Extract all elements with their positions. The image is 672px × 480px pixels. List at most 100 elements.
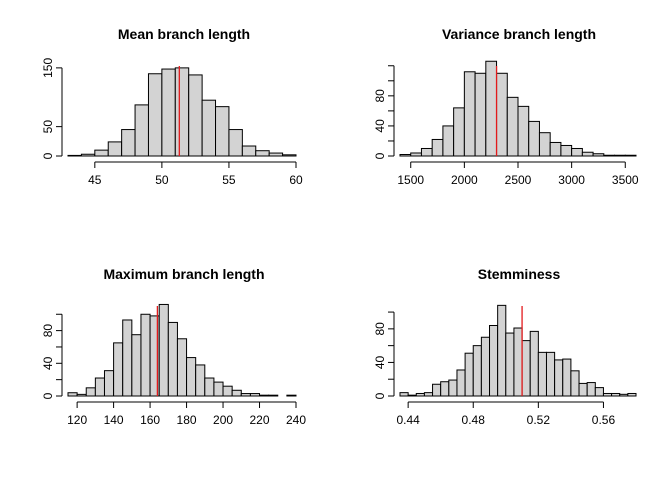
histogram-bar	[407, 394, 417, 397]
histogram-bar	[529, 330, 539, 397]
histogram-bar	[255, 150, 270, 157]
panel-title: Variance branch length	[442, 26, 596, 42]
histogram-bar	[456, 369, 466, 397]
histogram-bar	[571, 147, 583, 157]
histogram-bar	[176, 338, 188, 397]
histogram-bar	[415, 392, 425, 397]
y-tick-label: 150	[41, 58, 55, 78]
histogram-bar	[268, 394, 279, 397]
histogram-bar	[158, 303, 169, 397]
histogram-bar	[480, 336, 491, 397]
histogram-bar	[496, 72, 508, 157]
histogram-bar	[113, 342, 124, 397]
y-tick-label: 40	[373, 355, 387, 369]
panel-title: Stemminess	[478, 266, 561, 282]
x-tick-label: 60	[289, 173, 303, 187]
x-tick-label: 0.52	[527, 413, 551, 427]
histogram-bar	[222, 385, 233, 397]
y-tick-label: 50	[41, 120, 55, 134]
histogram-bar	[624, 154, 637, 157]
x-tick-label: 0.56	[592, 413, 616, 427]
histogram-bar	[592, 153, 605, 157]
histogram-bar	[140, 313, 151, 397]
histogram-bar	[448, 379, 458, 397]
y-tick-label: 0	[41, 152, 55, 159]
histogram-bar	[442, 125, 455, 157]
histogram-bar	[603, 154, 616, 157]
histogram-bar	[614, 154, 626, 157]
x-tick-label: 120	[67, 413, 87, 427]
y-tick-label: 80	[373, 322, 387, 336]
histogram-bar	[131, 334, 142, 397]
histogram-bars	[399, 60, 637, 157]
x-tick-label: 180	[177, 413, 197, 427]
histogram-bar	[521, 340, 531, 397]
y-tick-label: 0	[373, 392, 387, 399]
histogram-bar	[94, 149, 109, 157]
x-tick-label: 0.48	[462, 413, 486, 427]
y-tick-label: 0	[41, 392, 55, 399]
histogram-bar	[594, 387, 604, 397]
histogram-bar	[107, 141, 123, 157]
histogram-bar	[453, 107, 465, 157]
histogram-bar	[268, 152, 284, 157]
histogram-bar	[528, 120, 540, 157]
histogram-bar	[506, 96, 519, 157]
histogram-bar	[489, 325, 499, 397]
histogram-bar	[560, 144, 573, 157]
histogram-bar	[67, 154, 82, 157]
histogram-bar	[538, 132, 551, 157]
histogram-bars	[67, 303, 297, 397]
panel-maximum-branch-length: Maximum branch length 120 140 160 180 200 220…	[41, 266, 306, 427]
histogram-bar	[167, 321, 178, 397]
x-tick-label: 3000	[558, 173, 585, 187]
histogram-bar	[549, 141, 562, 157]
histogram-bar	[240, 393, 251, 397]
histogram-bar	[619, 393, 629, 397]
histogram-bar	[186, 357, 197, 397]
histogram-bars	[67, 67, 297, 157]
x-tick-label: 2000	[451, 173, 478, 187]
histogram-bar	[410, 152, 422, 157]
y-tick-label: 40	[373, 119, 387, 133]
histogram-bar	[134, 104, 149, 157]
histogram-bar	[228, 129, 243, 157]
histogram-bar	[103, 370, 115, 397]
histogram-bar	[286, 394, 297, 397]
histogram-bar	[399, 392, 409, 397]
histogram-bar	[554, 359, 564, 397]
histogram-bar	[537, 351, 547, 397]
histogram-bar	[215, 106, 230, 157]
x-tick-label: 2500	[505, 173, 532, 187]
histogram-bar	[627, 392, 637, 397]
histogram-bar	[463, 71, 476, 157]
histogram-bar	[231, 389, 242, 397]
histogram-bar	[161, 68, 176, 157]
x-tick-label: 45	[88, 173, 102, 187]
panel-title: Mean branch length	[118, 26, 250, 42]
panel-variance-branch-length: Variance branch length 1500 2000 2500 3000 3…	[373, 26, 639, 187]
histogram-bar	[611, 392, 621, 397]
histogram-bar	[259, 394, 270, 397]
x-tick-label: 3500	[612, 173, 639, 187]
x-tick-label: 1500	[397, 173, 424, 187]
panel-stemminess: Stemminess 0.44 0.48 0.52 0.56 0 40 80	[373, 266, 637, 427]
x-tick-label: 240	[286, 413, 306, 427]
x-tick-label: 0.44	[396, 413, 420, 427]
histogram-bar	[432, 383, 442, 397]
x-tick-label: 55	[222, 173, 236, 187]
histogram-bar	[420, 147, 433, 157]
histogram-bar	[570, 370, 580, 397]
histogram-bar	[241, 145, 257, 157]
histogram-bar	[213, 381, 224, 397]
x-tick-label: 160	[140, 413, 160, 427]
histogram-bar	[517, 105, 530, 157]
histogram-bar	[282, 154, 297, 157]
histogram-bar	[423, 392, 434, 397]
histogram-bar	[586, 382, 596, 397]
histogram-bar	[204, 377, 215, 397]
histogram-bar	[76, 393, 87, 397]
histogram-bar	[147, 73, 163, 157]
histogram-bar	[249, 393, 261, 397]
histogram-bar	[485, 60, 498, 157]
